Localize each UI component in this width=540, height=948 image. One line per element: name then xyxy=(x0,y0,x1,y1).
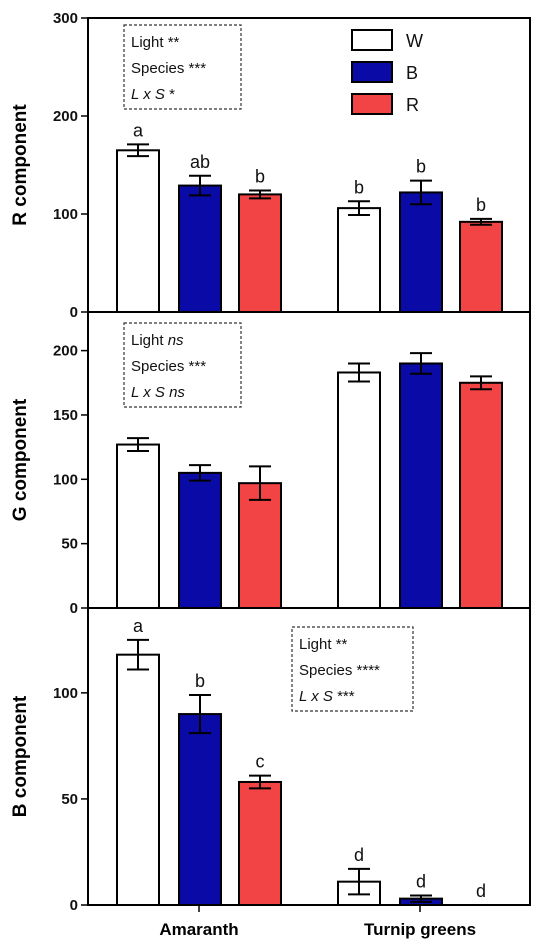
bar-W-0 xyxy=(116,443,160,609)
y-axis-title: B component xyxy=(10,695,31,817)
x-category-label: Turnip greens xyxy=(364,920,476,939)
bar-W-1 xyxy=(337,371,381,610)
y-axis-title: G component xyxy=(10,398,31,521)
y-tick-label: 0 xyxy=(70,600,78,617)
significance-letter: d xyxy=(354,845,364,865)
bar-B-1 xyxy=(399,362,443,610)
stats-line: Light ** xyxy=(299,636,348,653)
chart-panel-2: 0 50 100 150 200 G component Light ns Species *… xyxy=(10,311,531,617)
y-tick-label: 200 xyxy=(53,108,78,125)
legend-swatch-W xyxy=(351,29,393,51)
stats-box xyxy=(123,322,242,408)
significance-letter: b xyxy=(255,166,265,186)
y-tick-label: 50 xyxy=(61,791,78,808)
bar-R-0 xyxy=(238,193,282,313)
y-tick-label: 100 xyxy=(53,206,78,223)
chart-panel-3: 0 50 100 B component a d b d c d Light ** Species *… xyxy=(10,607,531,914)
bar-R-0 xyxy=(238,482,282,610)
y-tick-label: 300 xyxy=(53,10,78,27)
significance-letter: c xyxy=(256,752,265,772)
stats-line: Species *** xyxy=(131,60,206,77)
significance-letter: b xyxy=(416,157,426,177)
stats-box xyxy=(291,626,414,712)
stats-line: L x S ns xyxy=(131,384,185,401)
bar-R-1 xyxy=(459,381,503,610)
y-tick-label: 0 xyxy=(70,304,78,321)
bar-W-0 xyxy=(116,149,160,313)
stats-box xyxy=(123,24,242,110)
x-category-label: Amaranth xyxy=(159,920,238,939)
y-tick-label: 150 xyxy=(53,407,78,424)
bar-W-0 xyxy=(116,653,160,907)
y-tick-label: 200 xyxy=(53,343,78,360)
significance-letter: b xyxy=(354,177,364,197)
bar-R-1 xyxy=(459,220,503,313)
stats-line: Species *** xyxy=(131,358,206,375)
panel-frame xyxy=(87,607,531,906)
significance-letter: a xyxy=(133,120,144,140)
significance-letter: b xyxy=(476,195,486,215)
bar-B-0 xyxy=(178,713,222,906)
significance-letter: d xyxy=(416,871,426,891)
significance-letter: ab xyxy=(190,152,210,172)
y-tick-label: 0 xyxy=(70,897,78,914)
significance-letter: d xyxy=(476,881,486,901)
stats-line: Species **** xyxy=(299,662,380,679)
significance-letter: b xyxy=(195,671,205,691)
y-tick-label: 100 xyxy=(53,685,78,702)
stats-line: L x S * xyxy=(131,86,175,103)
legend-label-W: W xyxy=(406,31,423,51)
stats-line: Light ns xyxy=(131,332,184,349)
bar-B-0 xyxy=(178,471,222,609)
legend-swatch-R xyxy=(351,93,393,115)
significance-letter: a xyxy=(133,616,144,636)
stats-line: Light ** xyxy=(131,34,180,51)
bar-B-1 xyxy=(399,191,443,313)
bar-W-1 xyxy=(337,207,381,313)
y-axis-title: R component xyxy=(10,104,31,226)
y-tick-label: 100 xyxy=(53,471,78,488)
legend-swatch-B xyxy=(351,61,393,83)
legend: WBR xyxy=(351,29,423,115)
legend-label-R: R xyxy=(406,95,419,115)
stats-line: L x S *** xyxy=(299,688,355,705)
legend-label-B: B xyxy=(406,63,418,83)
bar-R-0 xyxy=(238,780,282,907)
y-tick-label: 50 xyxy=(61,536,78,553)
bar-B-0 xyxy=(178,184,222,313)
